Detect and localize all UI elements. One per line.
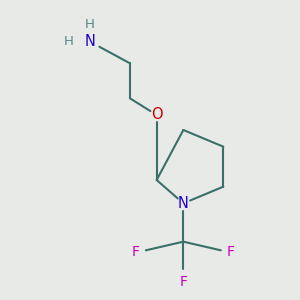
Text: N: N [178,196,189,211]
Text: H: H [64,35,73,48]
Text: F: F [179,275,187,289]
Text: F: F [227,245,235,259]
Text: F: F [132,245,140,259]
Text: N: N [85,34,95,49]
Text: O: O [151,107,163,122]
Text: H: H [85,19,95,32]
